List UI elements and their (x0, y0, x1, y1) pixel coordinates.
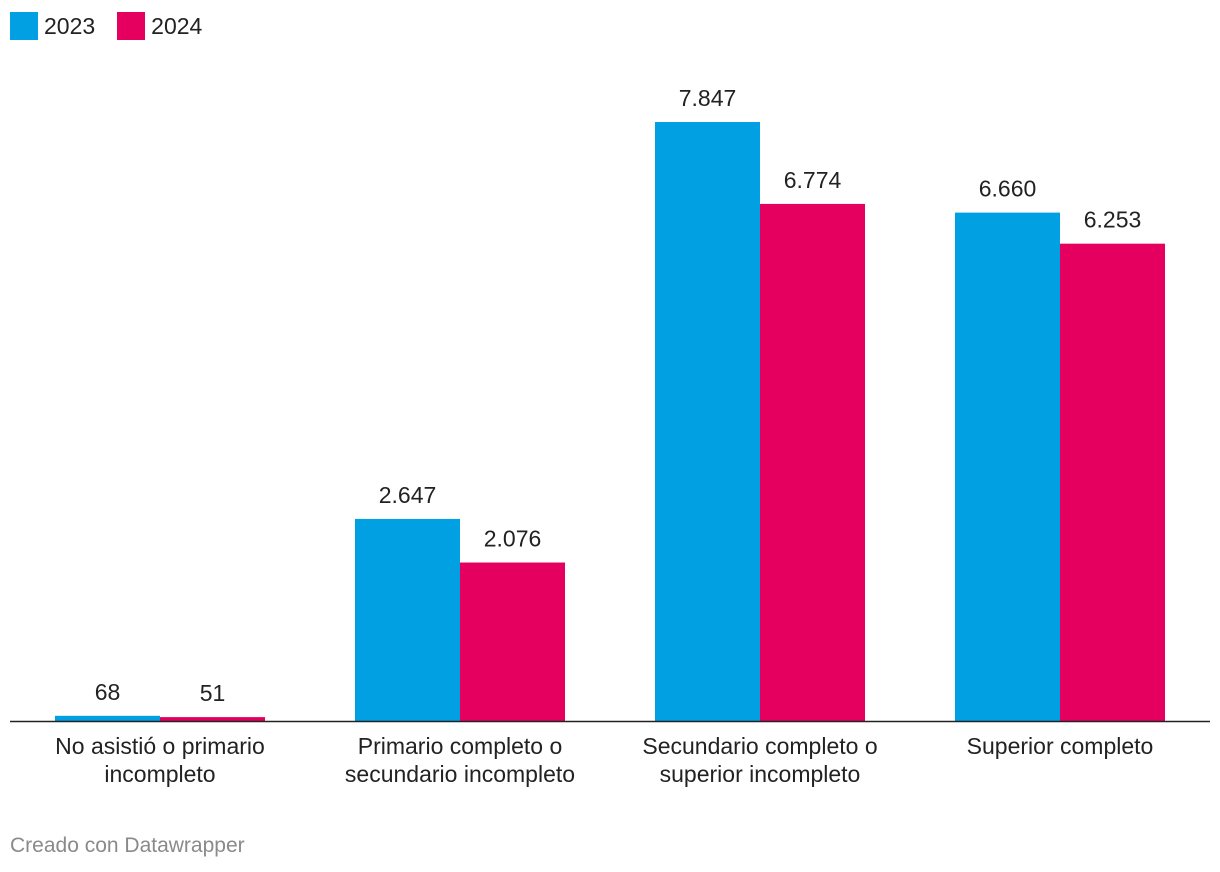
value-label-2024-cat-3: 6.774 (784, 167, 842, 193)
bar-2024-cat-2 (460, 562, 565, 721)
value-label-2023-cat-1: 68 (95, 679, 121, 705)
bars-layer (55, 122, 1165, 721)
category-label-1-line-2: incompleto (104, 761, 215, 787)
value-label-2023-cat-3: 7.847 (679, 85, 737, 111)
value-label-2023-cat-4: 6.660 (979, 176, 1037, 202)
legend-item-2024: 2024 (117, 12, 202, 40)
bar-2024-cat-4 (1060, 243, 1165, 721)
value-label-2023-cat-2: 2.647 (379, 482, 437, 508)
legend-item-2023: 2023 (10, 12, 95, 40)
category-label-4: Superior completo (967, 733, 1154, 759)
bar-2023-cat-1 (55, 715, 160, 721)
category-labels-layer: No asistió o primario incompleto Primario … (55, 733, 1153, 787)
value-label-2024-cat-2: 2.076 (484, 526, 542, 552)
legend: 2023 2024 (10, 12, 202, 40)
category-label-1-line-1: No asistió o primario (55, 733, 265, 759)
bar-2023-cat-4 (955, 212, 1060, 721)
category-label-3-line-1: Secundario completo o (642, 733, 877, 759)
legend-label-2024: 2024 (151, 12, 203, 39)
bar-2023-cat-3 (655, 122, 760, 721)
category-label-1: No asistió o primario incompleto (55, 733, 265, 787)
legend-swatch-2024 (117, 12, 146, 40)
category-label-2-line-2: secundario incompleto (345, 761, 575, 787)
bar-2024-cat-1 (160, 717, 265, 721)
value-labels-layer: 68 51 2.647 2.076 7.847 6.774 6.660 6.253 (95, 85, 1142, 706)
category-label-3: Secundario completo o superior incompleto (642, 733, 877, 787)
bar-2023-cat-2 (355, 518, 460, 721)
bar-2024-cat-3 (760, 203, 865, 721)
category-label-3-line-2: superior incompleto (660, 761, 861, 787)
category-label-2-line-1: Primario completo o (358, 733, 563, 759)
value-label-2024-cat-1: 51 (200, 680, 226, 706)
value-label-2024-cat-4: 6.253 (1084, 207, 1142, 233)
legend-swatch-2023 (10, 12, 38, 40)
legend-label-2023: 2023 (44, 12, 96, 39)
category-label-4-line-1: Superior completo (967, 733, 1154, 759)
category-label-2: Primario completo o secundario incompleto (345, 733, 575, 787)
footer-credit: Creado con Datawrapper (10, 834, 245, 857)
